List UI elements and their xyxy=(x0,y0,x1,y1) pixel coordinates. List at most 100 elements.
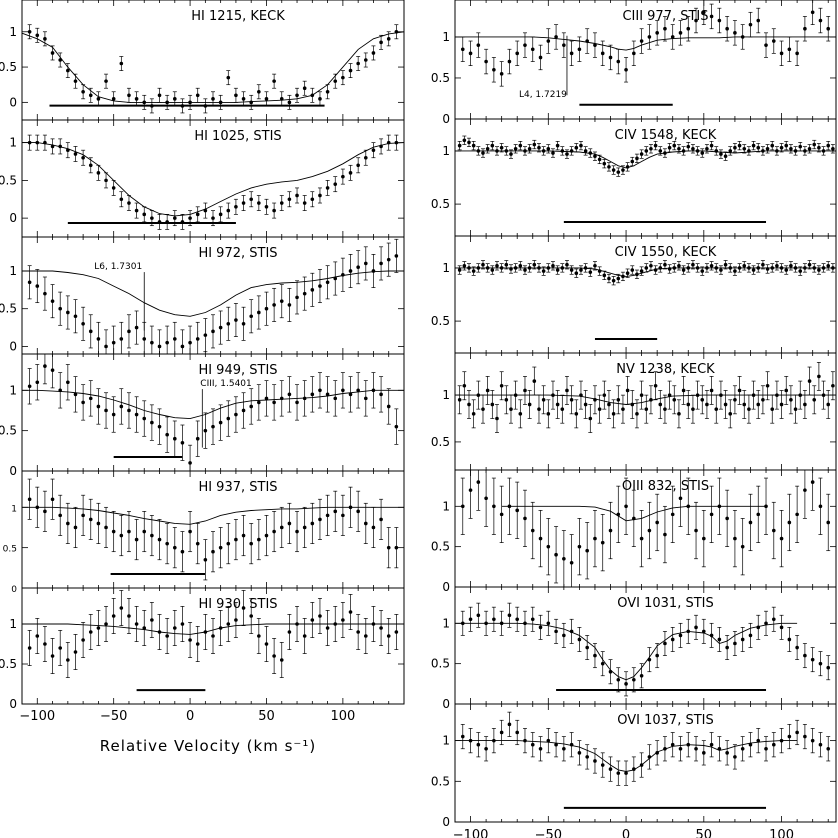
data-point xyxy=(818,504,823,509)
data-point xyxy=(203,428,208,433)
data-point xyxy=(195,541,200,546)
data-point xyxy=(50,654,55,658)
data-point xyxy=(142,212,147,217)
data-point xyxy=(234,412,238,417)
data-point xyxy=(104,525,108,530)
data-point xyxy=(541,269,546,273)
data-point xyxy=(663,641,667,646)
data-point xyxy=(714,407,719,411)
data-point xyxy=(546,412,551,416)
data-point xyxy=(484,59,488,64)
data-point xyxy=(104,408,108,413)
x-tick-label: 0 xyxy=(186,709,194,724)
data-point xyxy=(35,284,40,288)
data-point xyxy=(635,156,639,161)
panel-label: HI 1215, KECK xyxy=(191,9,285,24)
data-point xyxy=(165,432,169,437)
panel-1-4: 0 0.5 1 OIII 832, STIS xyxy=(431,469,837,594)
data-point xyxy=(467,140,471,145)
data-point xyxy=(371,269,376,273)
data-point xyxy=(226,322,231,326)
data-point xyxy=(249,314,253,319)
panel-0-2: 0 0.5 1 L6, 1.7301 HI 972, STIS xyxy=(0,236,405,355)
data-point xyxy=(81,322,85,326)
data-point xyxy=(257,537,261,542)
data-point xyxy=(111,186,116,190)
data-point xyxy=(608,669,613,674)
data-point xyxy=(364,58,368,62)
data-point xyxy=(356,61,360,66)
data-point xyxy=(826,520,831,525)
data-point xyxy=(653,383,658,388)
data-point xyxy=(579,268,583,272)
data-point xyxy=(295,529,299,534)
data-point xyxy=(728,149,733,153)
data-point xyxy=(616,677,621,682)
data-point xyxy=(295,400,299,405)
data-point xyxy=(761,398,765,402)
data-point xyxy=(725,516,729,521)
data-point xyxy=(318,517,322,522)
y-tick-label: 0 xyxy=(11,585,17,595)
data-point xyxy=(719,393,723,397)
data-point xyxy=(509,152,513,156)
data-point xyxy=(705,266,709,270)
data-point xyxy=(635,412,639,416)
data-point xyxy=(655,31,659,35)
data-point xyxy=(35,380,40,385)
data-point xyxy=(295,193,299,198)
data-point xyxy=(356,265,360,269)
data-point xyxy=(88,517,93,522)
data-point xyxy=(810,10,815,15)
model-curve xyxy=(455,622,798,681)
data-point xyxy=(257,89,261,94)
y-tick-label: 1 xyxy=(442,616,450,630)
data-point xyxy=(770,143,775,148)
x-tick-label: −50 xyxy=(100,709,127,724)
data-point xyxy=(779,145,784,150)
data-point xyxy=(499,512,504,517)
data-point xyxy=(127,329,131,334)
data-point xyxy=(507,59,512,64)
data-point xyxy=(264,533,269,538)
data-point xyxy=(751,143,756,148)
data-point xyxy=(495,416,499,421)
data-point xyxy=(719,268,723,272)
data-point xyxy=(826,143,831,148)
data-point xyxy=(647,35,652,39)
data-point xyxy=(723,262,728,267)
data-point xyxy=(747,407,751,411)
data-point xyxy=(672,398,677,402)
data-point xyxy=(532,262,537,267)
y-tick-label: 1 xyxy=(9,617,17,631)
data-point xyxy=(593,43,597,47)
data-point xyxy=(325,280,330,285)
data-point xyxy=(188,461,192,465)
data-point xyxy=(462,138,467,143)
data-point xyxy=(111,529,116,534)
data-point xyxy=(527,402,532,407)
data-point xyxy=(279,201,284,205)
data-point xyxy=(709,14,714,19)
data-point xyxy=(43,364,47,368)
data-point xyxy=(234,318,238,322)
data-point xyxy=(218,545,223,550)
data-point xyxy=(695,149,700,153)
data-point xyxy=(119,337,124,341)
data-point xyxy=(394,29,399,34)
x-tick-label: 50 xyxy=(258,709,275,724)
data-point xyxy=(621,407,625,411)
data-point xyxy=(96,404,101,409)
data-point xyxy=(700,398,705,402)
data-point xyxy=(702,10,706,15)
data-point xyxy=(341,513,345,518)
data-point xyxy=(195,337,200,341)
data-point xyxy=(700,269,705,273)
data-point xyxy=(678,496,683,501)
data-point xyxy=(686,266,691,270)
data-point xyxy=(597,407,602,411)
data-point xyxy=(583,402,588,407)
data-point xyxy=(492,67,496,72)
data-point xyxy=(588,151,593,155)
